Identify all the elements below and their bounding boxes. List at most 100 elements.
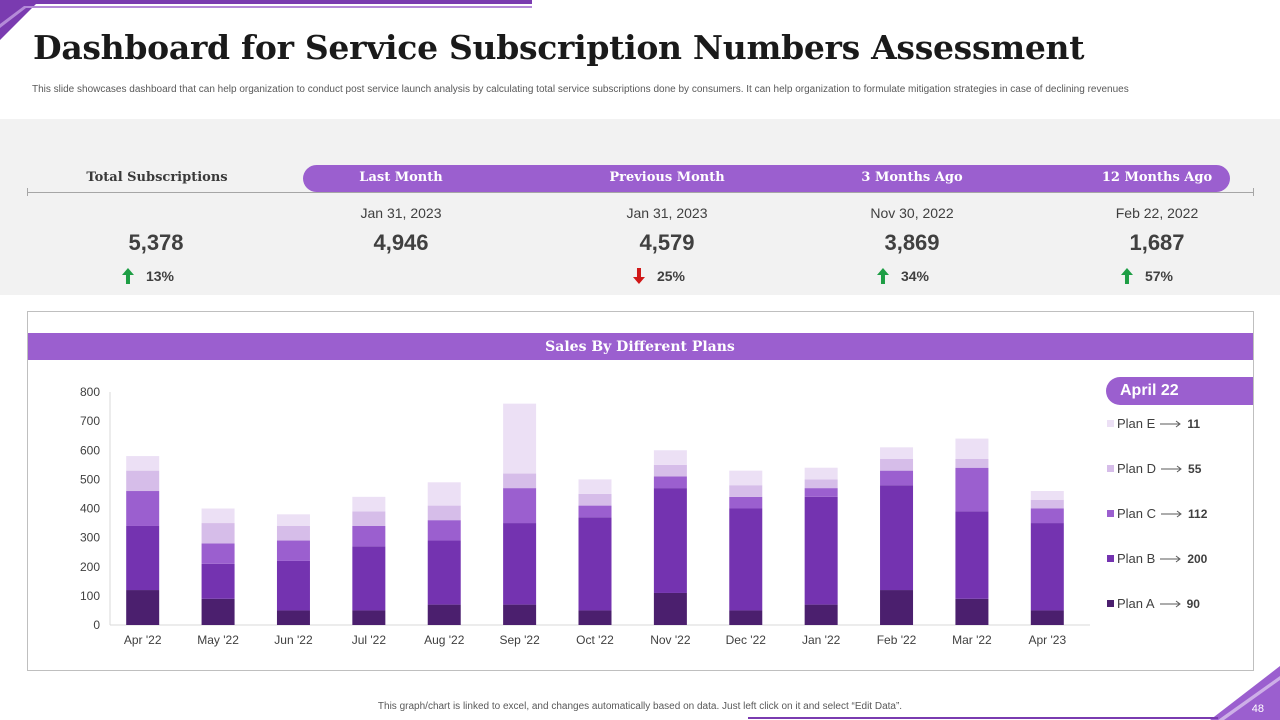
legend-name-plan-a: Plan A [1117, 596, 1155, 611]
page-number: 48 [1251, 703, 1264, 715]
bar-plan-c-10[interactable] [880, 470, 914, 486]
bar-plan-e-5[interactable] [503, 403, 537, 474]
bar-plan-a-11[interactable] [955, 598, 989, 625]
kpi-previous-month-label: Previous Month [609, 170, 725, 185]
x-tick-label: Oct '22 [576, 633, 614, 647]
bar-plan-d-7[interactable] [653, 464, 687, 477]
kpi-last-month-label: Last Month [359, 170, 443, 185]
bar-plan-d-0[interactable] [126, 470, 160, 492]
bar-plan-b-4[interactable] [427, 540, 461, 605]
bar-plan-c-1[interactable] [201, 543, 235, 564]
kpi-divider-line [27, 192, 1254, 193]
bar-plan-d-5[interactable] [503, 473, 537, 489]
bar-plan-e-2[interactable] [276, 514, 310, 526]
bar-plan-c-12[interactable] [1030, 508, 1064, 524]
bar-plan-a-12[interactable] [1030, 610, 1064, 625]
kpi-previous-month-date: Jan 31, 2023 [626, 205, 708, 221]
arrow-right-icon [1160, 420, 1182, 427]
bar-plan-d-2[interactable] [276, 525, 310, 541]
bar-plan-b-5[interactable] [503, 523, 537, 605]
bar-plan-b-1[interactable] [201, 563, 235, 599]
legend-item-plan-c: Plan C 112 [1107, 506, 1207, 521]
bar-plan-d-4[interactable] [427, 505, 461, 521]
bar-plan-e-11[interactable] [955, 438, 989, 459]
legend-title: April 22 [1120, 382, 1179, 399]
y-tick-label: 500 [80, 472, 100, 486]
bar-plan-a-5[interactable] [503, 604, 537, 625]
x-tick-label: Apr '23 [1028, 633, 1066, 647]
bar-plan-b-11[interactable] [955, 511, 989, 599]
bar-plan-d-6[interactable] [578, 493, 612, 506]
bar-plan-a-9[interactable] [804, 604, 838, 625]
x-tick-label: Dec '22 [726, 633, 767, 647]
bar-plan-d-10[interactable] [880, 458, 914, 471]
bar-plan-e-6[interactable] [578, 479, 612, 494]
bar-plan-d-9[interactable] [804, 479, 838, 489]
bar-plan-c-6[interactable] [578, 505, 612, 518]
bar-plan-e-3[interactable] [352, 496, 386, 512]
kpi-total-change-value: 13% [145, 268, 175, 284]
bar-plan-c-11[interactable] [955, 467, 989, 512]
bar-plan-c-7[interactable] [653, 476, 687, 489]
bar-plan-e-9[interactable] [804, 467, 838, 480]
bar-plan-c-4[interactable] [427, 520, 461, 541]
x-tick-label: Mar '22 [952, 633, 992, 647]
bar-plan-a-1[interactable] [201, 598, 235, 625]
bar-plan-c-2[interactable] [276, 540, 310, 561]
bar-plan-a-0[interactable] [126, 590, 160, 625]
kpi-total-change: 13% [121, 268, 175, 284]
y-tick-label: 100 [80, 589, 100, 603]
bar-plan-b-9[interactable] [804, 496, 838, 605]
bar-plan-e-0[interactable] [126, 456, 160, 471]
legend-item-plan-d: Plan D 55 [1107, 461, 1201, 476]
kpi-previous-month-change: 25% [632, 268, 685, 284]
bar-plan-b-6[interactable] [578, 517, 612, 611]
kpi-three-months-change-value: 34% [900, 268, 930, 284]
bar-plan-d-8[interactable] [729, 485, 763, 497]
bar-plan-c-9[interactable] [804, 488, 838, 497]
bar-plan-b-2[interactable] [276, 560, 310, 611]
kpi-line-right-tick [1253, 188, 1254, 196]
arrow-right-icon [1159, 600, 1181, 607]
kpi-twelve-months-value: 1,687 [1129, 230, 1185, 255]
bar-plan-e-10[interactable] [880, 447, 914, 459]
x-tick-label: Jun '22 [274, 633, 313, 647]
bar-plan-a-7[interactable] [653, 592, 687, 625]
bar-plan-a-3[interactable] [352, 610, 386, 625]
kpi-total-label: Total Subscriptions [86, 170, 228, 185]
bar-plan-a-10[interactable] [880, 590, 914, 625]
bar-plan-c-3[interactable] [352, 525, 386, 547]
bar-plan-d-12[interactable] [1030, 499, 1064, 509]
bar-plan-d-1[interactable] [201, 523, 235, 544]
bar-plan-b-7[interactable] [653, 488, 687, 593]
bar-plan-c-0[interactable] [126, 491, 160, 526]
bar-plan-d-11[interactable] [955, 458, 989, 468]
legend-value-plan-a: 90 [1186, 596, 1200, 611]
bar-plan-a-2[interactable] [276, 610, 310, 625]
legend-item-plan-b: Plan B 200 [1107, 551, 1207, 566]
bar-plan-a-8[interactable] [729, 610, 763, 625]
legend-swatch-plan-d [1107, 465, 1114, 472]
bar-plan-b-0[interactable] [126, 525, 160, 591]
bar-plan-e-7[interactable] [653, 450, 687, 465]
bar-plan-a-4[interactable] [427, 604, 461, 625]
bar-plan-c-8[interactable] [729, 496, 763, 509]
bar-plan-e-4[interactable] [427, 482, 461, 506]
kpi-twelve-months-change-value: 57% [1144, 268, 1174, 284]
legend-swatch-plan-a [1107, 600, 1114, 607]
bar-plan-e-12[interactable] [1030, 491, 1064, 500]
bar-plan-c-5[interactable] [503, 488, 537, 524]
y-tick-label: 200 [80, 560, 100, 574]
bar-plan-d-3[interactable] [352, 511, 386, 526]
bar-plan-e-8[interactable] [729, 470, 763, 486]
bar-plan-b-10[interactable] [880, 485, 914, 591]
footnote: This graph/chart is linked to excel, and… [377, 701, 903, 712]
bar-plan-e-1[interactable] [201, 508, 235, 524]
bar-plan-a-6[interactable] [578, 610, 612, 625]
bar-plan-b-3[interactable] [352, 546, 386, 611]
legend-value-plan-e: 11 [1187, 416, 1200, 431]
bar-plan-b-12[interactable] [1030, 523, 1064, 611]
bar-plan-b-8[interactable] [729, 508, 763, 611]
kpi-twelve-months-change: 57% [1120, 268, 1174, 284]
